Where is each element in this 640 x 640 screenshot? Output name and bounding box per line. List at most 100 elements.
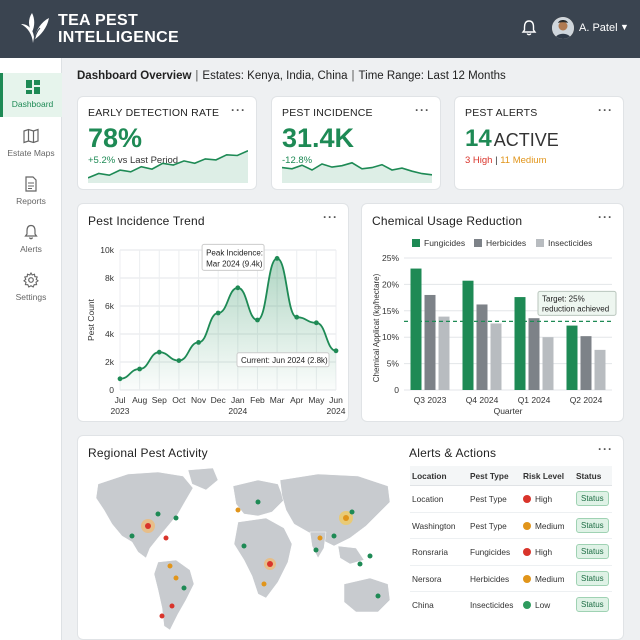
x-tick-label: 2023 xyxy=(111,406,130,416)
annotation-text: reduction achieved xyxy=(542,304,609,313)
more-options-icon[interactable]: ··· xyxy=(231,103,246,117)
sidebar-item-estate-maps[interactable]: Estate Maps xyxy=(0,122,62,166)
y-tick-label: 15% xyxy=(382,306,399,316)
table-header: Location Pest Type Risk Level Status xyxy=(410,466,612,486)
chevron-down-icon[interactable]: ▼ xyxy=(620,22,629,32)
map-markers[interactable] xyxy=(129,499,381,619)
more-options-icon[interactable]: ··· xyxy=(598,210,613,224)
kpi-value: 31.4K xyxy=(282,123,355,153)
more-options-icon[interactable]: ··· xyxy=(415,103,430,117)
page-title: Dashboard Overview xyxy=(77,70,192,82)
status-badge[interactable]: Status xyxy=(576,570,609,586)
x-tick-label: 2024 xyxy=(327,406,346,416)
x-tick-label: 2024 xyxy=(228,406,247,416)
kpi-card-detection: EARLY DETECTION RATE ··· 78% +5.2% vs La… xyxy=(77,96,257,190)
user-name[interactable]: A. Patel xyxy=(579,22,618,34)
notification-bell-icon[interactable] xyxy=(520,19,538,37)
x-tick-label: Aug xyxy=(132,395,147,405)
data-point xyxy=(137,366,143,372)
bar xyxy=(580,336,592,390)
annotation-box xyxy=(537,290,617,316)
sidebar-item-label: Dashboard xyxy=(11,99,54,109)
north-america-shape xyxy=(95,471,194,559)
sidebar-item-settings[interactable]: Settings xyxy=(0,266,62,310)
sparkline-line xyxy=(282,161,432,176)
status-badge[interactable]: Status xyxy=(576,597,609,612)
map-title: Regional Pest Activity xyxy=(88,446,208,460)
sidebar-item-label: Reports xyxy=(16,196,46,206)
table-row[interactable]: Location Pest Type High Status xyxy=(410,486,612,513)
estates-filter[interactable]: Kenya, India, China xyxy=(247,70,348,82)
x-tick-label: Jul xyxy=(115,395,126,405)
status-badge[interactable]: Status xyxy=(576,517,609,533)
status-badge[interactable]: Status xyxy=(576,491,609,506)
sidebar-item-alerts[interactable]: Alerts xyxy=(0,218,62,262)
incidence-sparkline xyxy=(282,161,432,183)
more-options-icon[interactable]: ··· xyxy=(598,103,613,117)
alerts-table: Location Pest Type Risk Level Status Loc… xyxy=(410,466,612,619)
world-map[interactable] xyxy=(88,466,398,636)
table-row[interactable]: China Insecticides Low Status xyxy=(410,592,612,619)
risk-dot-icon xyxy=(523,521,531,530)
sidebar-item-dashboard[interactable]: Dashboard xyxy=(0,73,62,117)
table-row[interactable]: Nersora Herbicides Medium Status xyxy=(410,566,612,592)
x-tick-label: Mar xyxy=(270,395,285,405)
x-tick-label: Dec xyxy=(211,395,227,405)
risk-cell: Medium xyxy=(523,521,565,531)
bar xyxy=(542,337,554,390)
regional-card: Regional Pest Activity Alerts & Actions … xyxy=(77,435,624,640)
chart-title: Chemical Usage Reduction xyxy=(372,214,523,228)
bar xyxy=(462,280,474,390)
y-tick-label: 0 xyxy=(109,385,114,395)
y-tick-label: 8k xyxy=(105,273,115,283)
pest-type-cell: Pest Type xyxy=(470,520,507,531)
dashboard-icon xyxy=(25,80,40,94)
risk-cell: High xyxy=(523,494,552,504)
y-axis-label: Pest Count xyxy=(86,298,96,341)
legend-swatch xyxy=(536,239,544,247)
more-options-icon[interactable]: ··· xyxy=(598,442,613,456)
bar xyxy=(410,268,422,390)
sparkline-line xyxy=(88,149,248,179)
time-range-filter[interactable]: Last 12 Months xyxy=(427,70,506,82)
africa-shape xyxy=(233,517,293,599)
bar xyxy=(514,297,526,390)
brand-title: TEA PEST INTELLIGENCE xyxy=(58,12,179,46)
location-cell: Nersora xyxy=(412,573,442,584)
more-options-icon[interactable]: ··· xyxy=(323,210,338,224)
table-row[interactable]: Washington Pest Type Medium Status xyxy=(410,513,612,539)
map-icon xyxy=(23,128,39,144)
legend-swatch xyxy=(474,239,482,247)
risk-dot-icon xyxy=(523,495,531,503)
sparkline-area xyxy=(88,150,248,183)
time-range-label: Time Range: xyxy=(358,70,424,82)
x-tick-label: Jun xyxy=(329,395,343,405)
bell-icon xyxy=(24,224,38,240)
bar xyxy=(594,349,606,390)
kpi-change: -12.8% xyxy=(282,155,313,166)
location-cell: Ronsraria xyxy=(412,547,448,557)
column-header: Pest Type xyxy=(470,471,509,481)
risk-cell: High xyxy=(523,547,552,557)
target-annotation: Target: 25%reduction achieved xyxy=(537,290,617,316)
bar xyxy=(438,316,450,390)
kpi-value: 14 ACTIVE xyxy=(465,125,559,152)
x-axis-label: Quarter xyxy=(494,406,523,416)
kpi-title: EARLY DETECTION RATE xyxy=(88,107,220,119)
status-badge[interactable]: Status xyxy=(576,544,609,559)
pest-type-cell: Insecticides xyxy=(470,600,514,610)
kpi-title: PEST ALERTS xyxy=(465,107,538,119)
annotation-text: Peak Incidence: xyxy=(206,248,263,257)
user-avatar-icon xyxy=(552,17,574,39)
pest-type-cell: Fungicides xyxy=(470,547,511,557)
data-point xyxy=(274,256,280,261)
risk-cell: Medium xyxy=(523,574,565,584)
table-row[interactable]: Ronsraria Fungicides High Status xyxy=(410,539,612,566)
avatar[interactable] xyxy=(552,17,574,39)
y-tick-label: 20% xyxy=(382,279,399,289)
data-point xyxy=(313,320,319,326)
legend-label: Fungicides xyxy=(424,238,465,248)
sidebar-item-reports[interactable]: Reports xyxy=(0,170,62,214)
risk-cell: Low xyxy=(523,600,550,610)
bar xyxy=(490,323,502,390)
